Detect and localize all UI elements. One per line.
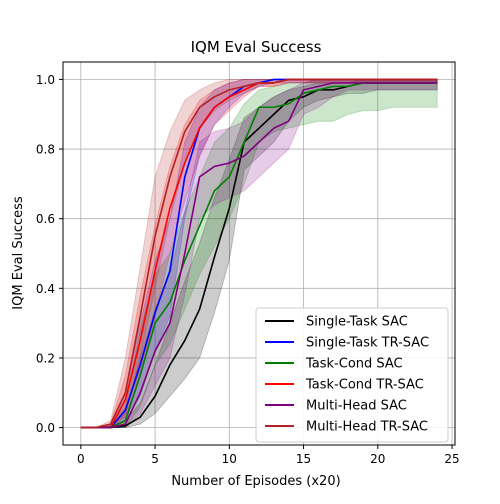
x-tick-label: 15: [296, 452, 311, 466]
legend-label-5: Multi-Head TR-SAC: [306, 420, 428, 435]
line-series-4: [80, 82, 438, 429]
x-axis-label: Number of Episodes (x20): [171, 474, 340, 489]
legend-label-1: Single-Task TR-SAC: [306, 336, 429, 351]
band-series-1: [80, 79, 438, 428]
x-tick-label: 25: [444, 452, 459, 466]
y-tick-label: 1.0: [36, 73, 55, 87]
y-tick-label: 0.4: [36, 282, 55, 296]
y-tick-label: 0.0: [36, 421, 55, 435]
y-tick-label: 0.6: [36, 212, 55, 226]
legend-box: [255, 307, 449, 443]
x-tick-label: 20: [370, 452, 385, 466]
band-series-2: [80, 79, 438, 428]
series-lines: [80, 78, 438, 429]
band-series-4: [80, 79, 438, 428]
x-tick-label: 5: [151, 452, 159, 466]
x-tick-label: 0: [77, 452, 85, 466]
chart-title: IQM Eval Success: [191, 38, 322, 56]
line-series-5: [80, 78, 438, 429]
y-tick-label: 0.2: [36, 351, 55, 365]
band-series-0: [80, 79, 438, 428]
legend: Single-Task SAC Single-Task TR-SAC Task-Co…: [255, 307, 449, 443]
legend-label-4: Multi-Head SAC: [306, 399, 407, 414]
legend-label-0: Single-Task SAC: [306, 315, 408, 330]
y-tick-label: 0.8: [36, 143, 55, 157]
y-axis-label: IQM Eval Success: [11, 196, 26, 310]
confidence-bands: [80, 79, 438, 428]
x-tick-label: 10: [222, 452, 237, 466]
plot-frame: [62, 61, 456, 446]
grid-layer: [63, 62, 455, 445]
axis-ticks: 0 5 10 15 20 25 0.0 0.2 0.4 0.6 0.8 1.0: [36, 73, 460, 466]
legend-label-2: Task-Cond SAC: [305, 357, 403, 372]
legend-label-3: Task-Cond TR-SAC: [305, 378, 424, 393]
band-series-3: [80, 79, 438, 428]
